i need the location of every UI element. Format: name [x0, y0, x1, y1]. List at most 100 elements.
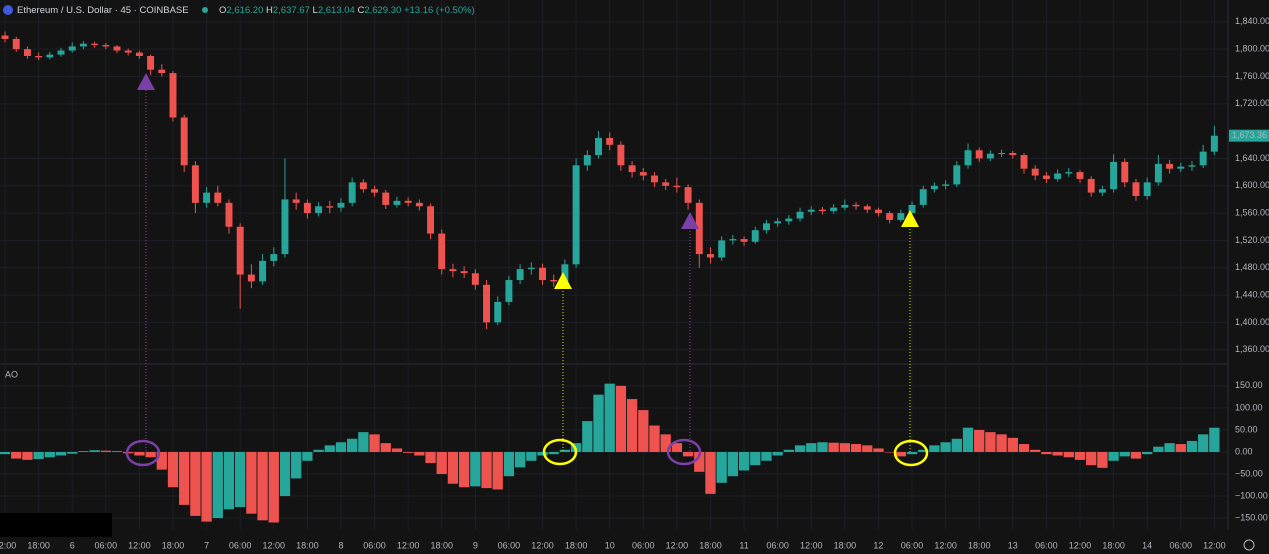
candle-body	[1065, 172, 1073, 174]
ao-bar	[895, 451, 906, 457]
ao-bar	[996, 434, 1007, 452]
y-tick-label: 1,640.00	[1235, 153, 1269, 163]
ao-bar	[727, 451, 739, 477]
o-label: O	[219, 5, 226, 16]
symbol: Ethereum / U.S. Dollar · 45 · COINBASE	[17, 5, 189, 16]
y-tick-label: 1,560.00	[1235, 207, 1269, 217]
x-tick-label: 8	[338, 540, 343, 550]
x-tick-label: 18:00	[834, 540, 857, 550]
y-tick-label: 1,480.00	[1235, 262, 1269, 272]
candle-body	[986, 153, 994, 159]
y-tick-label: 1,400.00	[1235, 317, 1269, 327]
candle-body	[639, 172, 647, 176]
ao-bar	[425, 451, 436, 463]
ao-bar	[302, 451, 313, 461]
candle-body	[1009, 152, 1017, 156]
ao-bar	[0, 451, 11, 455]
candle-body	[1087, 178, 1095, 193]
ao-bar	[1086, 451, 1097, 466]
ao-bar	[22, 451, 33, 460]
ao-bar	[750, 451, 761, 466]
ao-bar	[179, 451, 190, 505]
ao-bar	[738, 451, 750, 471]
candle-body	[1188, 165, 1196, 167]
x-tick-label: 12:00	[263, 540, 286, 550]
candle-body	[695, 202, 703, 255]
ao-bar	[111, 451, 123, 452]
ao-bar	[1097, 451, 1108, 468]
x-tick-label: 12:00	[531, 540, 554, 550]
x-tick-label: 06:00	[1170, 540, 1193, 550]
ao-bar	[67, 451, 78, 454]
ao-bar	[940, 442, 951, 452]
x-tick-label: 06:00	[229, 540, 252, 550]
candle-body	[998, 152, 1006, 154]
ao-bar	[1030, 449, 1041, 452]
ao-bar	[1074, 451, 1086, 460]
x-tick-label: 7	[204, 540, 209, 550]
last-price-box	[1229, 129, 1269, 142]
ao-bar	[481, 451, 492, 489]
ao-bar	[1164, 443, 1175, 452]
ao-bar	[772, 451, 783, 456]
y-tick-label: 1,520.00	[1235, 235, 1269, 245]
candle-body	[169, 73, 177, 118]
ao-bar	[235, 451, 246, 508]
y-tick-label: −100.00	[1235, 490, 1268, 500]
ao-bar	[1142, 451, 1153, 455]
x-tick-label: 18:00	[430, 540, 453, 550]
candle-body	[483, 284, 490, 323]
candle-body	[662, 182, 670, 186]
candle-body	[35, 56, 43, 58]
candle-body	[852, 204, 860, 207]
ao-bar	[850, 444, 862, 452]
candle-body	[807, 209, 815, 212]
c-label: C	[357, 5, 364, 16]
candle-body	[348, 182, 356, 203]
ao-bar	[526, 451, 537, 461]
candle-body	[393, 200, 401, 205]
change: +13.16 (+0.50%)	[404, 5, 475, 16]
candle-body	[684, 187, 692, 203]
candle-body	[740, 239, 748, 242]
ao-bar	[246, 451, 257, 514]
x-tick-label: 12:00	[800, 540, 823, 550]
ao-bar	[806, 443, 817, 452]
ao-bar	[1198, 434, 1209, 452]
ao-bar	[1209, 427, 1220, 452]
y-tick-label: 1,760.00	[1235, 71, 1269, 81]
ao-bar	[918, 449, 929, 452]
candle-body	[1177, 166, 1185, 169]
h-value: 2,637.67	[273, 5, 310, 16]
ao-bar	[615, 385, 627, 452]
candle-body	[1121, 161, 1129, 183]
candle-body	[1132, 182, 1140, 197]
ao-bar	[145, 451, 156, 458]
ohlc: O2,616.20 H2,637.67 L2,613.04 C2,629.30 …	[219, 5, 475, 16]
x-tick-label: 12	[873, 540, 883, 550]
candle-body	[595, 137, 602, 156]
candle-body	[897, 213, 905, 220]
candle-body	[91, 43, 99, 46]
y-tick-label: 1,800.00	[1235, 44, 1269, 54]
ao-bar	[134, 451, 145, 456]
ao-bar	[503, 451, 515, 477]
candle-body	[796, 211, 804, 219]
x-tick-label: 18:00	[565, 540, 588, 550]
candle-body	[1, 35, 9, 39]
candle-body	[12, 38, 20, 50]
candle-body	[1098, 189, 1106, 193]
settings-icon[interactable]	[1243, 539, 1255, 551]
candle-body	[942, 184, 950, 186]
candle-body	[236, 226, 244, 275]
candle-body	[874, 209, 882, 214]
candle-body	[651, 175, 658, 183]
ao-bar	[190, 451, 201, 516]
candle-body	[337, 202, 345, 208]
ao-bar	[167, 451, 179, 488]
y-tick-label: 100.00	[1235, 402, 1263, 412]
ao-bar	[369, 434, 380, 452]
candle-body	[583, 155, 591, 166]
x-tick-label: 12:00	[128, 540, 151, 550]
